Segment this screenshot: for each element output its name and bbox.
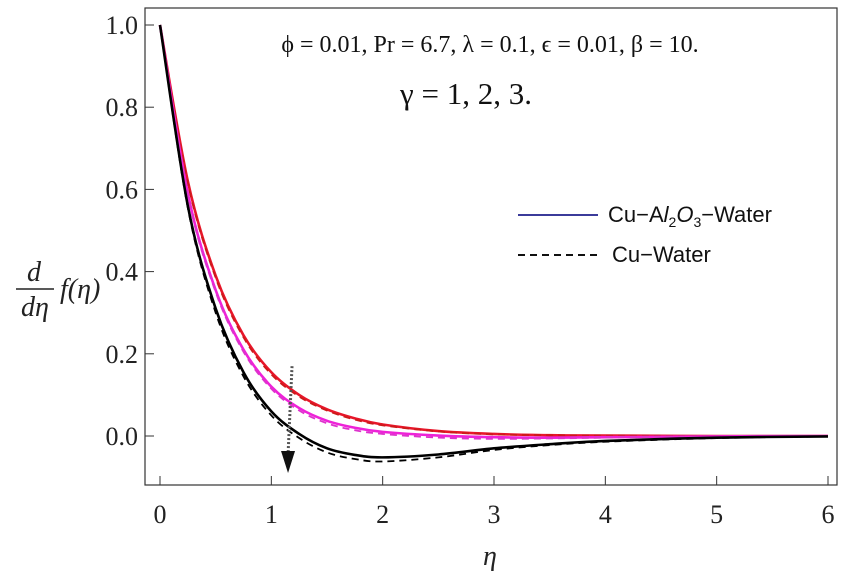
trend-arrow [281,366,296,473]
x-tick-label: 2 [376,500,389,529]
x-axis-title: η [483,541,497,572]
parameters-annotation: ϕ = 0.01, Pr = 6.7, λ = 0.1, ϵ = 0.01, β… [281,32,698,58]
trend-arrow-shaft [286,366,294,456]
y-axis-title: d dη f(η) [16,257,100,323]
y-axis-title-function: f(η) [60,274,100,305]
x-axis: 0 1 2 3 4 5 6 [154,476,835,529]
y-tick-label: 0.8 [106,93,139,122]
series-group [158,24,829,463]
x-tick-label: 4 [599,500,612,529]
trend-arrow-head [281,450,296,473]
y-tick-label: 0.2 [106,340,139,369]
y-tick-label: 0.4 [106,258,139,287]
legend: Cu−Al2O3−Water Cu−Water [518,202,772,267]
y-axis: 0.0 0.2 0.4 0.6 0.8 1.0 [106,11,154,451]
series-line-6-dashed [159,24,829,463]
y-tick-label: 1.0 [106,11,139,40]
legend-label-dashed: Cu−Water [612,242,711,267]
x-tick-label: 0 [154,500,167,529]
gamma-annotation: γ = 1, 2, 3. [399,76,532,111]
x-tick-label: 5 [710,500,723,529]
x-tick-label: 1 [265,500,278,529]
x-tick-label: 3 [488,500,501,529]
y-tick-label: 0.0 [106,422,139,451]
y-tick-label: 0.6 [106,175,139,204]
x-tick-label: 6 [822,500,835,529]
y-axis-title-denominator: dη [21,292,49,323]
plot-frame [144,7,838,486]
series-line-2-dashed [159,24,829,437]
legend-label-solid: Cu−Al2O3−Water [608,202,772,230]
y-axis-title-numerator: d [27,257,42,288]
series-line-4-dashed [159,24,829,440]
